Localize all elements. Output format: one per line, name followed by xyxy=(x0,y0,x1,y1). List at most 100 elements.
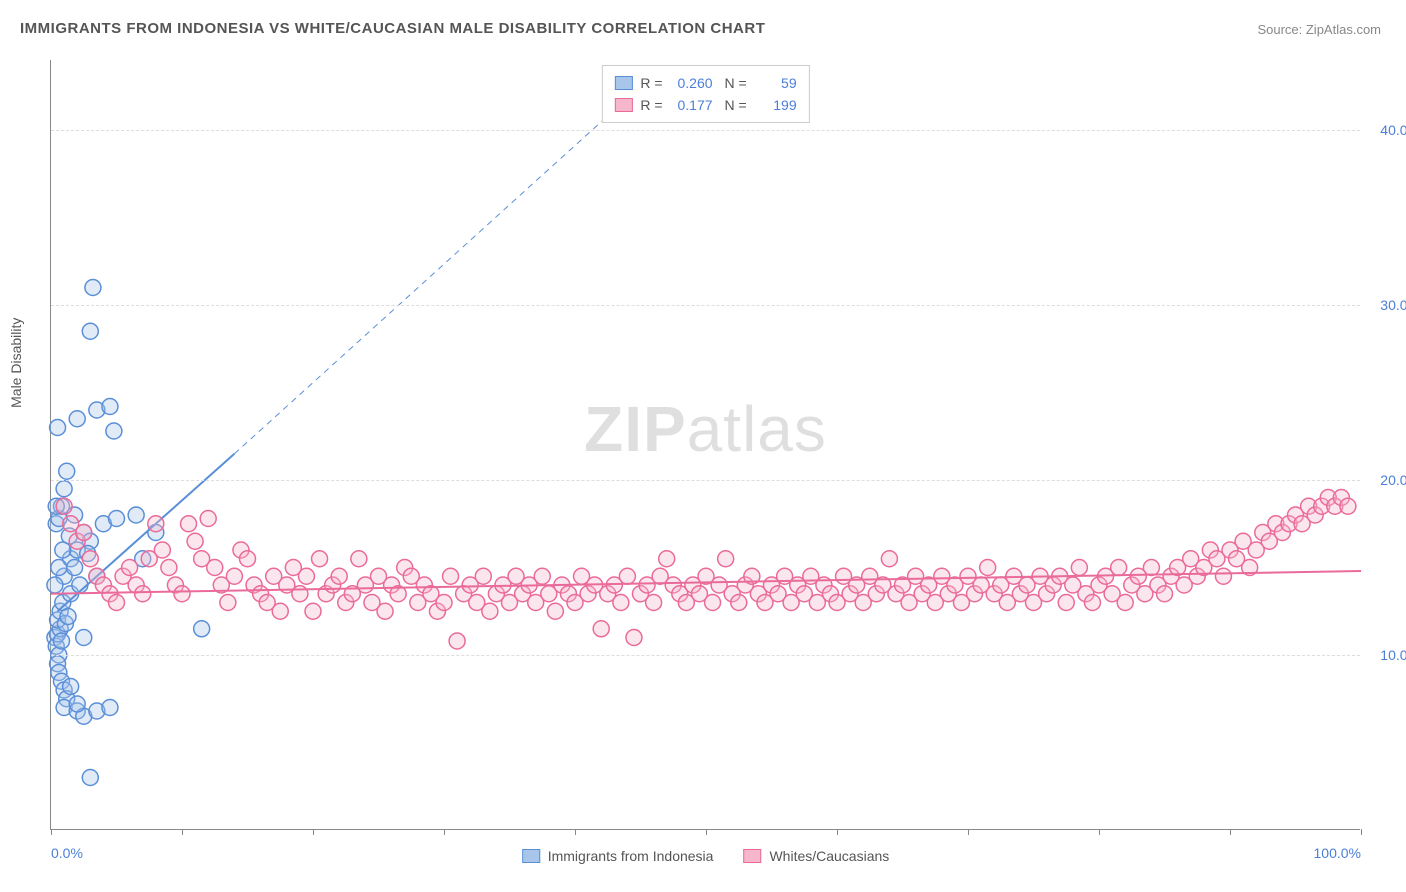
scatter-point xyxy=(436,595,452,611)
x-tick xyxy=(51,829,52,835)
scatter-point xyxy=(69,696,85,712)
scatter-point xyxy=(449,633,465,649)
legend-item-1: Whites/Caucasians xyxy=(743,848,889,864)
legend-label-1: Whites/Caucasians xyxy=(769,848,889,864)
scatter-point xyxy=(659,551,675,567)
y-tick-label: 10.0% xyxy=(1365,647,1406,663)
scatter-point xyxy=(69,411,85,427)
legend-label-0: Immigrants from Indonesia xyxy=(548,848,714,864)
grid-line xyxy=(51,305,1360,306)
scatter-point xyxy=(613,595,629,611)
trend-line-dashed xyxy=(234,86,640,454)
scatter-point xyxy=(109,595,125,611)
scatter-point xyxy=(200,511,216,527)
scatter-point xyxy=(331,568,347,584)
scatter-point xyxy=(128,507,144,523)
scatter-point xyxy=(51,560,67,576)
scatter-point xyxy=(626,630,642,646)
scatter-point xyxy=(220,595,236,611)
scatter-point xyxy=(56,481,72,497)
r-value-1: 0.177 xyxy=(671,94,713,116)
scatter-point xyxy=(731,595,747,611)
scatter-point xyxy=(154,542,170,558)
scatter-point xyxy=(76,630,92,646)
n-label: N = xyxy=(721,94,747,116)
scatter-point xyxy=(82,323,98,339)
legend-swatch-0 xyxy=(522,849,540,863)
chart-svg xyxy=(51,60,1360,829)
chart-title: IMMIGRANTS FROM INDONESIA VS WHITE/CAUCA… xyxy=(20,20,765,37)
scatter-point xyxy=(1143,560,1159,576)
scatter-point xyxy=(547,603,563,619)
scatter-point xyxy=(1117,595,1133,611)
scatter-point xyxy=(1340,498,1356,514)
scatter-point xyxy=(82,770,98,786)
grid-line xyxy=(51,480,1360,481)
x-tick xyxy=(1361,829,1362,835)
legend-item-0: Immigrants from Indonesia xyxy=(522,848,714,864)
scatter-point xyxy=(135,586,151,602)
plot-area: Male Disability ZIPatlas R = 0.260 N = 5… xyxy=(50,60,1360,830)
x-tick xyxy=(706,829,707,835)
x-tick xyxy=(313,829,314,835)
stats-row-series-1: R = 0.177 N = 199 xyxy=(614,94,796,116)
swatch-series-1 xyxy=(614,98,632,112)
scatter-point xyxy=(1157,586,1173,602)
scatter-point xyxy=(76,525,92,541)
y-tick-label: 40.0% xyxy=(1365,122,1406,138)
scatter-point xyxy=(161,560,177,576)
scatter-point xyxy=(1071,560,1087,576)
scatter-point xyxy=(59,463,75,479)
scatter-point xyxy=(226,568,242,584)
scatter-point xyxy=(377,603,393,619)
scatter-point xyxy=(102,399,118,415)
scatter-point xyxy=(646,595,662,611)
scatter-point xyxy=(102,700,118,716)
scatter-point xyxy=(67,560,83,576)
scatter-point xyxy=(881,551,897,567)
x-tick-label: 100.0% xyxy=(1314,845,1361,861)
scatter-point xyxy=(705,595,721,611)
scatter-point xyxy=(60,609,76,625)
scatter-point xyxy=(148,516,164,532)
scatter-point xyxy=(109,511,125,527)
scatter-point xyxy=(122,560,138,576)
legend-swatch-1 xyxy=(743,849,761,863)
scatter-point xyxy=(475,568,491,584)
scatter-point xyxy=(292,586,308,602)
x-tick xyxy=(575,829,576,835)
scatter-point xyxy=(63,679,79,695)
scatter-point xyxy=(240,551,256,567)
scatter-point xyxy=(187,533,203,549)
scatter-point xyxy=(106,423,122,439)
scatter-point xyxy=(1215,568,1231,584)
scatter-point xyxy=(174,586,190,602)
x-tick-label: 0.0% xyxy=(51,845,83,861)
scatter-point xyxy=(53,633,69,649)
n-value-0: 59 xyxy=(755,72,797,94)
y-axis-label: Male Disability xyxy=(8,317,24,407)
x-tick xyxy=(837,829,838,835)
n-value-1: 199 xyxy=(755,94,797,116)
grid-line xyxy=(51,130,1360,131)
scatter-point xyxy=(181,516,197,532)
scatter-point xyxy=(1058,595,1074,611)
r-value-0: 0.260 xyxy=(671,72,713,94)
stats-legend-box: R = 0.260 N = 59 R = 0.177 N = 199 xyxy=(601,65,809,123)
x-tick xyxy=(1230,829,1231,835)
scatter-point xyxy=(272,603,288,619)
scatter-point xyxy=(85,280,101,296)
scatter-point xyxy=(298,568,314,584)
scatter-point xyxy=(207,560,223,576)
scatter-point xyxy=(47,577,63,593)
scatter-point xyxy=(1111,560,1127,576)
r-label: R = xyxy=(640,72,662,94)
scatter-point xyxy=(980,560,996,576)
r-label: R = xyxy=(640,94,662,116)
scatter-point xyxy=(443,568,459,584)
stats-row-series-0: R = 0.260 N = 59 xyxy=(614,72,796,94)
n-label: N = xyxy=(721,72,747,94)
scatter-point xyxy=(593,621,609,637)
scatter-point xyxy=(718,551,734,567)
scatter-point xyxy=(534,568,550,584)
